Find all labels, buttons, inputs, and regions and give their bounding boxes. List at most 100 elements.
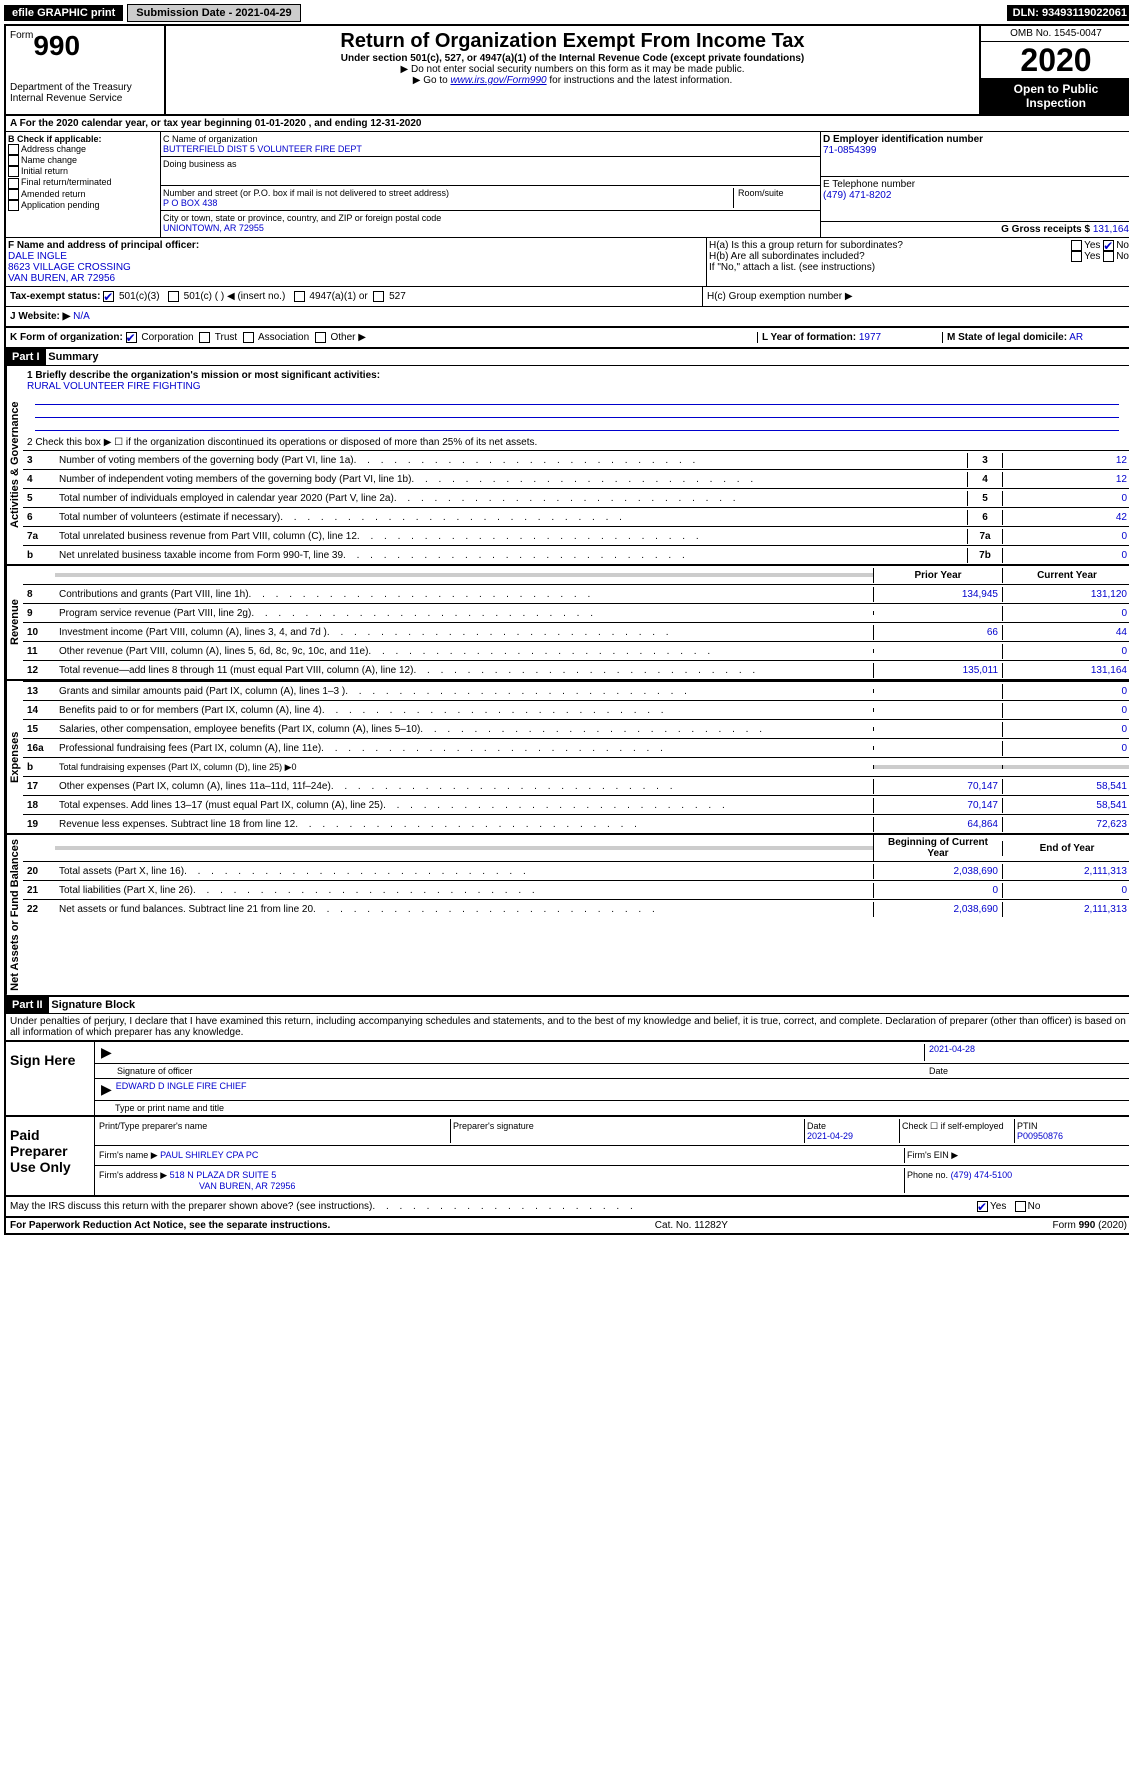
row-klm: K Form of organization: Corporation Trus… <box>6 328 1129 349</box>
efile-button[interactable]: efile GRAPHIC print <box>4 5 123 21</box>
hc-label: H(c) Group exemption number ▶ <box>703 287 1129 306</box>
line-box: 7b <box>967 548 1002 563</box>
hb-yes[interactable] <box>1071 251 1082 262</box>
chk-501c[interactable] <box>168 291 179 302</box>
prior-val <box>873 649 1002 653</box>
vlabel-governance: Activities & Governance <box>6 366 23 564</box>
main-title: Return of Organization Exempt From Incom… <box>170 30 975 53</box>
chk-assoc[interactable] <box>243 332 254 343</box>
line-num: 7a <box>23 531 55 542</box>
chk-final[interactable] <box>8 178 19 189</box>
m-label: M State of legal domicile: <box>947 332 1067 343</box>
chk-4947[interactable] <box>294 291 305 302</box>
discuss-yes-label: Yes <box>990 1201 1006 1212</box>
row-a: A For the 2020 calendar year, or tax yea… <box>6 116 1129 132</box>
line-desc: Investment income (Part VIII, column (A)… <box>55 625 873 640</box>
part1-title: Summary <box>48 351 98 363</box>
line-num: 15 <box>23 724 55 735</box>
firm-addr-label: Firm's address ▶ <box>99 1170 167 1180</box>
open-public-badge: Open to Public Inspection <box>981 78 1129 114</box>
city-label: City or town, state or province, country… <box>163 213 818 223</box>
chk-address[interactable] <box>8 144 19 155</box>
chk-527[interactable] <box>373 291 384 302</box>
line2: 2 Check this box ▶ ☐ if the organization… <box>23 435 1129 450</box>
line-val: 0 <box>1002 491 1129 506</box>
room-label: Room/suite <box>734 188 818 208</box>
line-desc: Total expenses. Add lines 13–17 (must eq… <box>55 798 873 813</box>
summary-line: 18 Total expenses. Add lines 13–17 (must… <box>23 795 1129 814</box>
discuss-no[interactable] <box>1015 1201 1026 1212</box>
firm-phone: (479) 474-5100 <box>951 1170 1013 1180</box>
line-num: 13 <box>23 686 55 697</box>
chk-corp[interactable] <box>126 332 137 343</box>
submission-date-button[interactable]: Submission Date - 2021-04-29 <box>127 4 300 22</box>
chk-other[interactable] <box>315 332 326 343</box>
k-trust: Trust <box>215 332 237 343</box>
ha-label: H(a) Is this a group return for subordin… <box>709 240 903 251</box>
b-item-3: Final return/terminated <box>21 177 112 187</box>
i-o4: 527 <box>389 291 406 302</box>
line-box: 6 <box>967 510 1002 525</box>
line-num: 3 <box>23 455 55 466</box>
tax-year: 2020 <box>981 42 1129 78</box>
prep-date: 2021-04-29 <box>807 1131 897 1141</box>
ha-no[interactable] <box>1103 240 1114 251</box>
ha-no-label: No <box>1116 240 1129 251</box>
summary-line: 20 Total assets (Part X, line 16) . . . … <box>23 861 1129 880</box>
col-current: Current Year <box>1002 568 1129 583</box>
current-val: 131,164 <box>1002 663 1129 678</box>
k-corp: Corporation <box>141 332 193 343</box>
line-desc: Net unrelated business taxable income fr… <box>55 548 967 563</box>
chk-name[interactable] <box>8 155 19 166</box>
line1-label: 1 Briefly describe the organization's mi… <box>27 370 1127 381</box>
current-val: 58,541 <box>1002 798 1129 813</box>
underline-2 <box>35 405 1119 418</box>
current-val: 2,111,313 <box>1002 864 1129 879</box>
part2-bar: Part II Signature Block <box>6 997 1129 1014</box>
ha-yes-label: Yes <box>1084 240 1100 251</box>
prior-val: 64,864 <box>873 817 1002 832</box>
line-val: 12 <box>1002 472 1129 487</box>
line-num: 20 <box>23 866 55 877</box>
line-desc: Total liabilities (Part X, line 26) . . … <box>55 883 873 898</box>
line-desc: Other expenses (Part IX, column (A), lin… <box>55 779 873 794</box>
i-o1: 501(c)(3) <box>119 291 160 302</box>
dept-label: Department of the Treasury <box>10 82 160 93</box>
col-deg: D Employer identification number 71-0854… <box>821 132 1129 237</box>
footer: For Paperwork Reduction Act Notice, see … <box>6 1218 1129 1233</box>
k-other: Other ▶ <box>330 332 365 343</box>
underline-1 <box>35 392 1119 405</box>
line-val: 0 <box>1002 548 1129 563</box>
part1-bar: Part I Summary <box>6 349 1129 366</box>
prior-val: 70,147 <box>873 779 1002 794</box>
chk-501c3[interactable] <box>103 291 114 302</box>
ptin-value: P00950876 <box>1017 1131 1127 1141</box>
line-num: 12 <box>23 665 55 676</box>
discuss-yes[interactable] <box>977 1201 988 1212</box>
chk-amended[interactable] <box>8 189 19 200</box>
line-val: 0 <box>1002 529 1129 544</box>
b-item-5: Application pending <box>21 200 100 210</box>
org-name: BUTTERFIELD DIST 5 VOLUNTEER FIRE DEPT <box>163 144 818 154</box>
chk-initial[interactable] <box>8 166 19 177</box>
prior-val: 2,038,690 <box>873 864 1002 879</box>
mission-text: RURAL VOLUNTEER FIRE FIGHTING <box>27 381 1127 392</box>
ha-yes[interactable] <box>1071 240 1082 251</box>
row-i: Tax-exempt status: 501(c)(3) 501(c) ( ) … <box>6 287 1129 307</box>
line-desc: Net assets or fund balances. Subtract li… <box>55 902 873 917</box>
note-ssn: ▶ Do not enter social security numbers o… <box>170 64 975 75</box>
e-label: E Telephone number <box>823 179 1129 190</box>
officer-addr2: VAN BUREN, AR 72956 <box>8 273 704 284</box>
current-val: 58,541 <box>1002 779 1129 794</box>
i-o3: 4947(a)(1) or <box>309 291 367 302</box>
line-desc: Other revenue (Part VIII, column (A), li… <box>55 644 873 659</box>
cat-no: Cat. No. 11282Y <box>655 1220 728 1231</box>
summary-line: 21 Total liabilities (Part X, line 26) .… <box>23 880 1129 899</box>
subtitle: Under section 501(c), 527, or 4947(a)(1)… <box>170 53 975 64</box>
chk-trust[interactable] <box>199 332 210 343</box>
line-desc: Grants and similar amounts paid (Part IX… <box>55 684 873 699</box>
line-box: 7a <box>967 529 1002 544</box>
chk-pending[interactable] <box>8 200 19 211</box>
instructions-link[interactable]: www.irs.gov/Form990 <box>450 75 546 86</box>
discuss-no-label: No <box>1028 1201 1041 1212</box>
